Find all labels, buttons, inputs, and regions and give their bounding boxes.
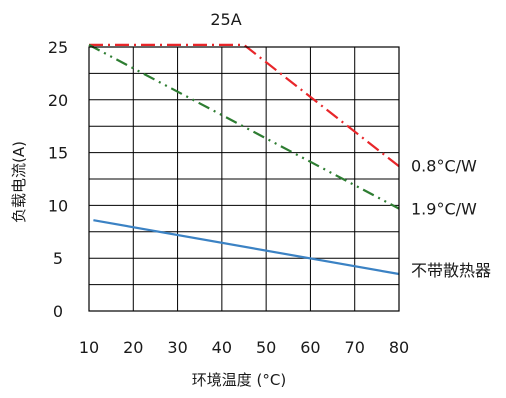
y-axis-title: 负载电流(A) — [10, 141, 28, 223]
y-tick-labels: 0 5 10 15 20 25 — [48, 38, 68, 321]
series-line-2 — [93, 219, 400, 276]
series-line-0 — [89, 43, 400, 168]
x-tick-labels: 10 20 30 40 50 60 70 80 — [79, 338, 409, 357]
y-tick-label-0: 0 — [53, 302, 63, 321]
x-tick-label-20: 20 — [123, 338, 143, 357]
x-tick-label-10: 10 — [79, 338, 99, 357]
grid — [88, 46, 400, 312]
x-tick-label-50: 50 — [256, 338, 276, 357]
x-tick-label-40: 40 — [212, 338, 232, 357]
plot-frame — [88, 46, 400, 312]
y-tick-label-15: 15 — [48, 144, 68, 163]
x-tick-label-60: 60 — [300, 338, 320, 357]
series-labels: 0.8°C/W 1.9°C/W 不带散热器 — [411, 156, 491, 280]
y-tick-label-10: 10 — [48, 196, 68, 215]
x-axis-title: 环境温度 (°C) — [192, 371, 286, 389]
chart-title: 25A — [210, 10, 241, 29]
series-lines — [88, 43, 400, 276]
x-tick-label-70: 70 — [345, 338, 365, 357]
x-tick-label-30: 30 — [167, 338, 187, 357]
series-label-1: 1.9°C/W — [411, 200, 477, 219]
series-line-1 — [88, 43, 400, 210]
series-label-2: 不带散热器 — [411, 261, 491, 280]
y-tick-label-25: 25 — [48, 38, 68, 57]
x-tick-label-80: 80 — [389, 338, 409, 357]
series-label-0: 0.8°C/W — [411, 156, 477, 175]
y-tick-label-20: 20 — [48, 91, 68, 110]
y-tick-label-5: 5 — [53, 249, 63, 268]
